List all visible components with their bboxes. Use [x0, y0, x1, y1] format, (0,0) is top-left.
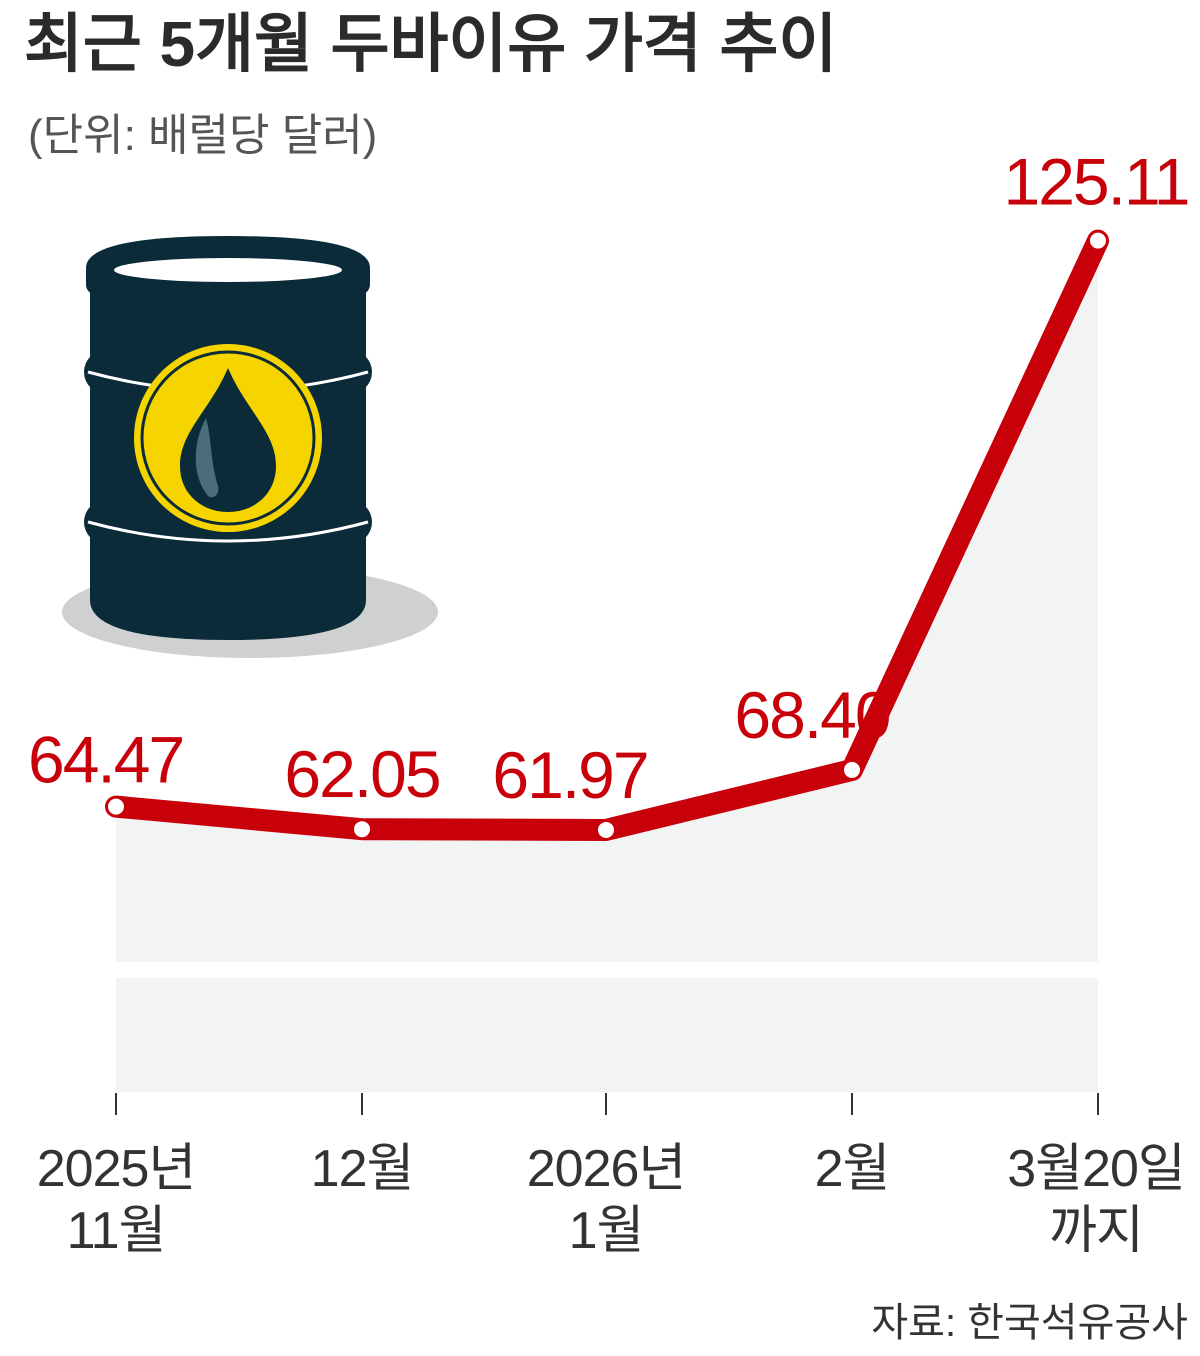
- data-point-4: [1088, 230, 1108, 251]
- value-label-4: 125.11: [1004, 145, 1189, 219]
- x-label-2-line-0: 2026년: [527, 1140, 686, 1198]
- chart-subtitle: (단위: 배럴당 달러): [28, 111, 377, 160]
- data-point-0: [106, 796, 126, 817]
- x-label-4-line-1: 까지: [1049, 1202, 1143, 1260]
- value-label-0: 64.47: [28, 723, 183, 797]
- x-label-3-line-0: 2월: [815, 1140, 890, 1198]
- oil-barrel-icon: [62, 236, 438, 658]
- data-point-3: [842, 759, 862, 780]
- x-label-1-line-0: 12월: [311, 1140, 414, 1198]
- source-label: 자료: 한국석유공사: [871, 1301, 1188, 1345]
- value-label-2: 61.97: [492, 738, 647, 812]
- value-label-3: 68.40: [734, 678, 889, 752]
- x-label-0-line-1: 11월: [67, 1202, 166, 1260]
- x-label-4-line-0: 3월20일: [1007, 1140, 1184, 1198]
- data-point-1: [352, 819, 372, 840]
- chart-title: 최근 5개월 두바이유 가격 추이: [24, 8, 837, 80]
- value-label-1: 62.05: [284, 737, 439, 811]
- axis-break: [116, 962, 1098, 978]
- x-label-0-line-0: 2025년: [37, 1140, 196, 1198]
- area-fill: [116, 240, 1098, 1092]
- data-point-2: [596, 819, 616, 840]
- x-label-2-line-1: 1월: [569, 1202, 644, 1260]
